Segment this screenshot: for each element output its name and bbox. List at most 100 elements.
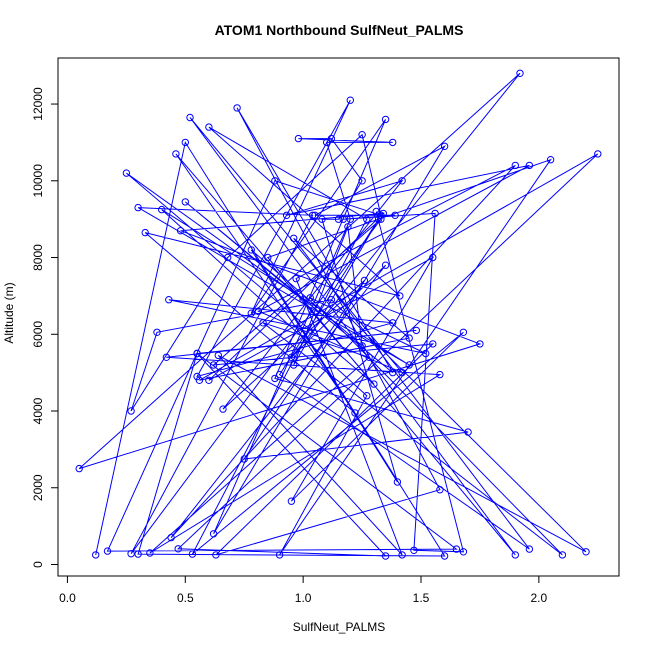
data-point: [594, 150, 602, 158]
x-axis: 0.0 0.5 1.0 1.5 2.0: [59, 576, 548, 605]
data-point: [172, 150, 180, 158]
data-point: [381, 552, 390, 560]
x-tick-label: 2.0: [531, 591, 548, 605]
data-point: [440, 552, 449, 560]
data-point: [153, 328, 161, 336]
data-point: [205, 376, 213, 384]
data-point: [92, 551, 100, 559]
data-point: [259, 319, 267, 327]
data-point: [422, 349, 430, 358]
x-tick-label: 1.5: [413, 591, 430, 605]
data-point: [363, 392, 371, 400]
data-point: [405, 334, 413, 342]
data-point: [582, 548, 590, 556]
data-point: [377, 211, 385, 220]
data-point: [516, 69, 524, 78]
data-point: [436, 370, 444, 379]
data-point: [511, 551, 519, 559]
data-point: [370, 380, 378, 388]
data-point: [440, 142, 449, 151]
data-point: [165, 296, 173, 304]
data-point: [339, 215, 347, 223]
y-tick-label: 4000: [31, 397, 45, 424]
y-tick-label: 0: [31, 561, 45, 568]
data-point: [292, 274, 300, 283]
data-point: [412, 326, 420, 335]
data-point: [398, 368, 406, 377]
data-point: [308, 211, 317, 220]
data-point: [358, 177, 366, 185]
x-axis-label: SulfNeut_PALMS: [293, 620, 386, 634]
x-tick-label: 0.0: [59, 591, 76, 605]
data-point: [103, 547, 112, 555]
data-point: [134, 203, 142, 212]
data-point: [389, 368, 397, 377]
data-point: [358, 131, 366, 139]
data-point: [287, 497, 296, 505]
data-point: [287, 353, 296, 361]
data-point: [436, 486, 444, 494]
data-point: [323, 138, 331, 147]
data-point: [452, 545, 461, 553]
data-point: [391, 211, 399, 220]
data-point: [299, 296, 307, 304]
data-point: [162, 353, 171, 361]
data-point: [389, 138, 397, 147]
y-tick-label: 12000: [31, 87, 45, 121]
data-point: [176, 227, 185, 235]
y-axis: 0 2000 4000 6000 8000 10000 12000: [31, 87, 58, 568]
data-point: [476, 340, 484, 348]
data-point: [181, 198, 190, 206]
data-point: [372, 207, 380, 216]
data-point: [360, 276, 369, 285]
data-point: [327, 134, 336, 143]
data-point: [511, 161, 519, 170]
data-point: [525, 161, 534, 170]
data-point: [381, 115, 390, 124]
data-point: [294, 134, 303, 143]
data-point: [290, 361, 298, 369]
data-point: [275, 370, 284, 379]
data-point: [193, 349, 201, 358]
data-point: [318, 215, 326, 223]
data-point: [271, 177, 279, 185]
x-tick-label: 0.5: [177, 591, 194, 605]
data-point: [122, 169, 131, 177]
data-point: [233, 104, 241, 112]
data-point: [464, 428, 472, 436]
data-point: [290, 234, 298, 243]
y-tick-label: 10000: [31, 164, 45, 198]
data-point: [158, 205, 166, 214]
data-point: [219, 405, 227, 413]
data-point: [205, 123, 213, 131]
data-point: [327, 296, 336, 304]
data-point: [344, 223, 352, 231]
data-point: [389, 319, 397, 327]
y-tick-label: 6000: [31, 321, 45, 348]
data-point: [346, 96, 354, 104]
data-point: [186, 113, 194, 122]
data-point: [363, 215, 371, 223]
data-point: [377, 215, 385, 223]
data-point: [365, 353, 373, 361]
data-point: [410, 546, 418, 554]
plot-area: [75, 69, 602, 560]
data-point: [167, 533, 175, 542]
data-point: [346, 215, 354, 223]
data-point: [193, 372, 201, 381]
data-point: [127, 407, 135, 415]
data-point: [546, 156, 555, 164]
data-point: [405, 361, 413, 369]
data-point: [396, 292, 404, 300]
data-point: [181, 138, 190, 147]
data-point: [224, 253, 232, 262]
data-point: [459, 328, 468, 336]
data-point: [212, 551, 220, 559]
data-point: [393, 478, 402, 486]
data-point: [306, 294, 314, 302]
data-point: [247, 309, 256, 317]
data-point: [398, 177, 406, 185]
data-point: [275, 551, 284, 559]
data-point: [264, 253, 272, 262]
